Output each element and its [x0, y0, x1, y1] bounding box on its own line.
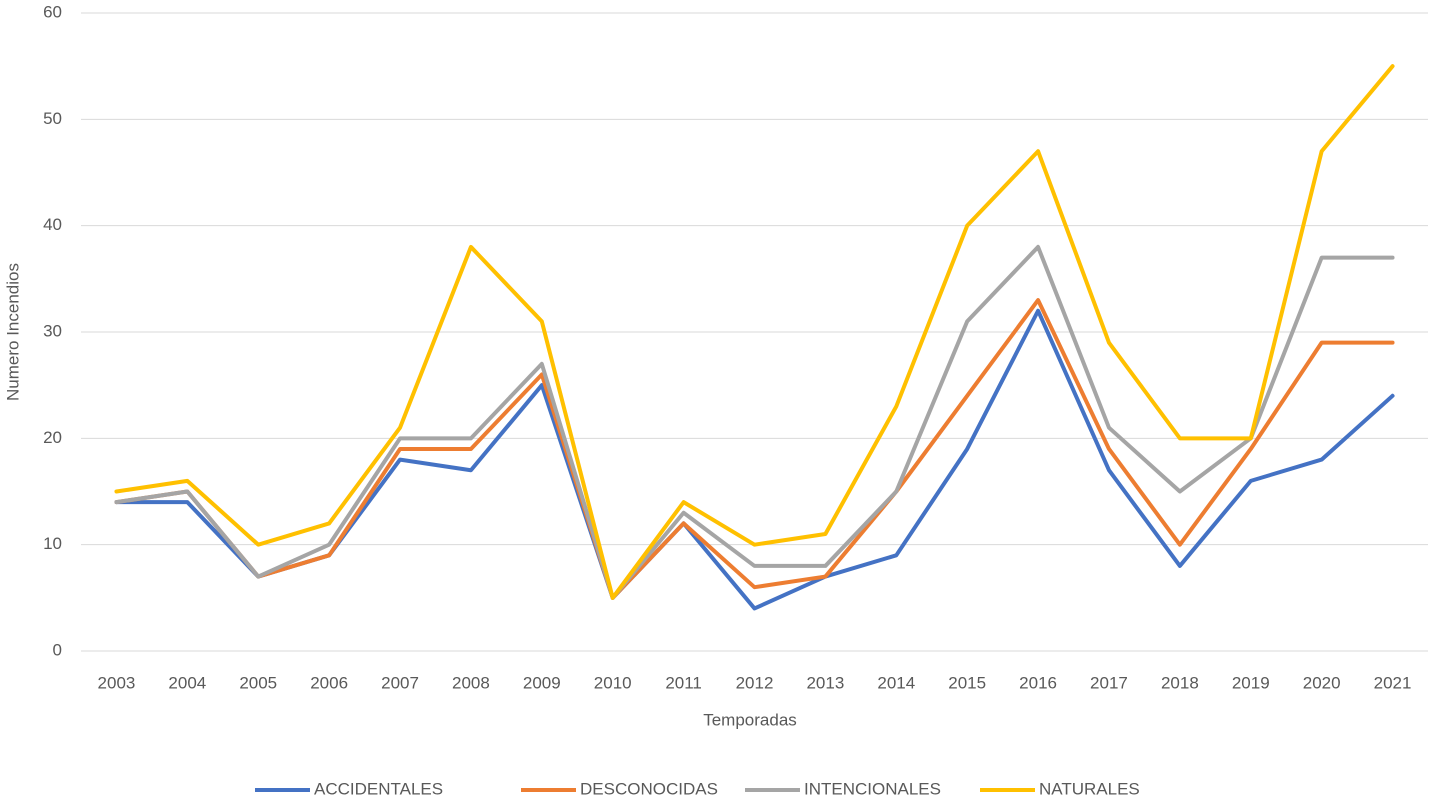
- x-tick-label: 2021: [1374, 673, 1412, 692]
- y-tick-label: 30: [43, 321, 62, 340]
- x-tick-label: 2019: [1232, 673, 1270, 692]
- x-tick-label: 2009: [523, 673, 561, 692]
- x-tick-label: 2012: [736, 673, 774, 692]
- legend-label: NATURALES: [1039, 779, 1140, 798]
- y-tick-label: 60: [43, 2, 62, 21]
- y-tick-label: 40: [43, 215, 62, 234]
- x-tick-label: 2016: [1019, 673, 1057, 692]
- x-tick-label: 2005: [239, 673, 277, 692]
- x-tick-label: 2014: [877, 673, 915, 692]
- legend-label: DESCONOCIDAS: [580, 779, 718, 798]
- y-axis-label: Numero Incendios: [3, 263, 22, 401]
- x-tick-label: 2003: [98, 673, 136, 692]
- x-tick-label: 2015: [948, 673, 986, 692]
- y-tick-label: 0: [53, 640, 62, 659]
- x-tick-label: 2020: [1303, 673, 1341, 692]
- legend-label: INTENCIONALES: [804, 779, 941, 798]
- x-tick-label: 2013: [806, 673, 844, 692]
- series-line: [114, 64, 1395, 600]
- x-axis-label: Temporadas: [703, 710, 797, 729]
- series-line: [114, 298, 1395, 600]
- x-tick-label: 2004: [168, 673, 206, 692]
- x-tick-label: 2006: [310, 673, 348, 692]
- series-line: [114, 244, 1395, 600]
- x-tick-label: 2010: [594, 673, 632, 692]
- x-tick-label: 2011: [665, 673, 702, 692]
- x-tick-label: 2007: [381, 673, 419, 692]
- legend-label: ACCIDENTALES: [314, 779, 443, 798]
- y-tick-label: 20: [43, 428, 62, 447]
- y-tick-label: 10: [43, 534, 62, 553]
- x-tick-label: 2008: [452, 673, 490, 692]
- x-tick-label: 2017: [1090, 673, 1128, 692]
- y-tick-label: 50: [43, 109, 62, 128]
- x-tick-label: 2018: [1161, 673, 1199, 692]
